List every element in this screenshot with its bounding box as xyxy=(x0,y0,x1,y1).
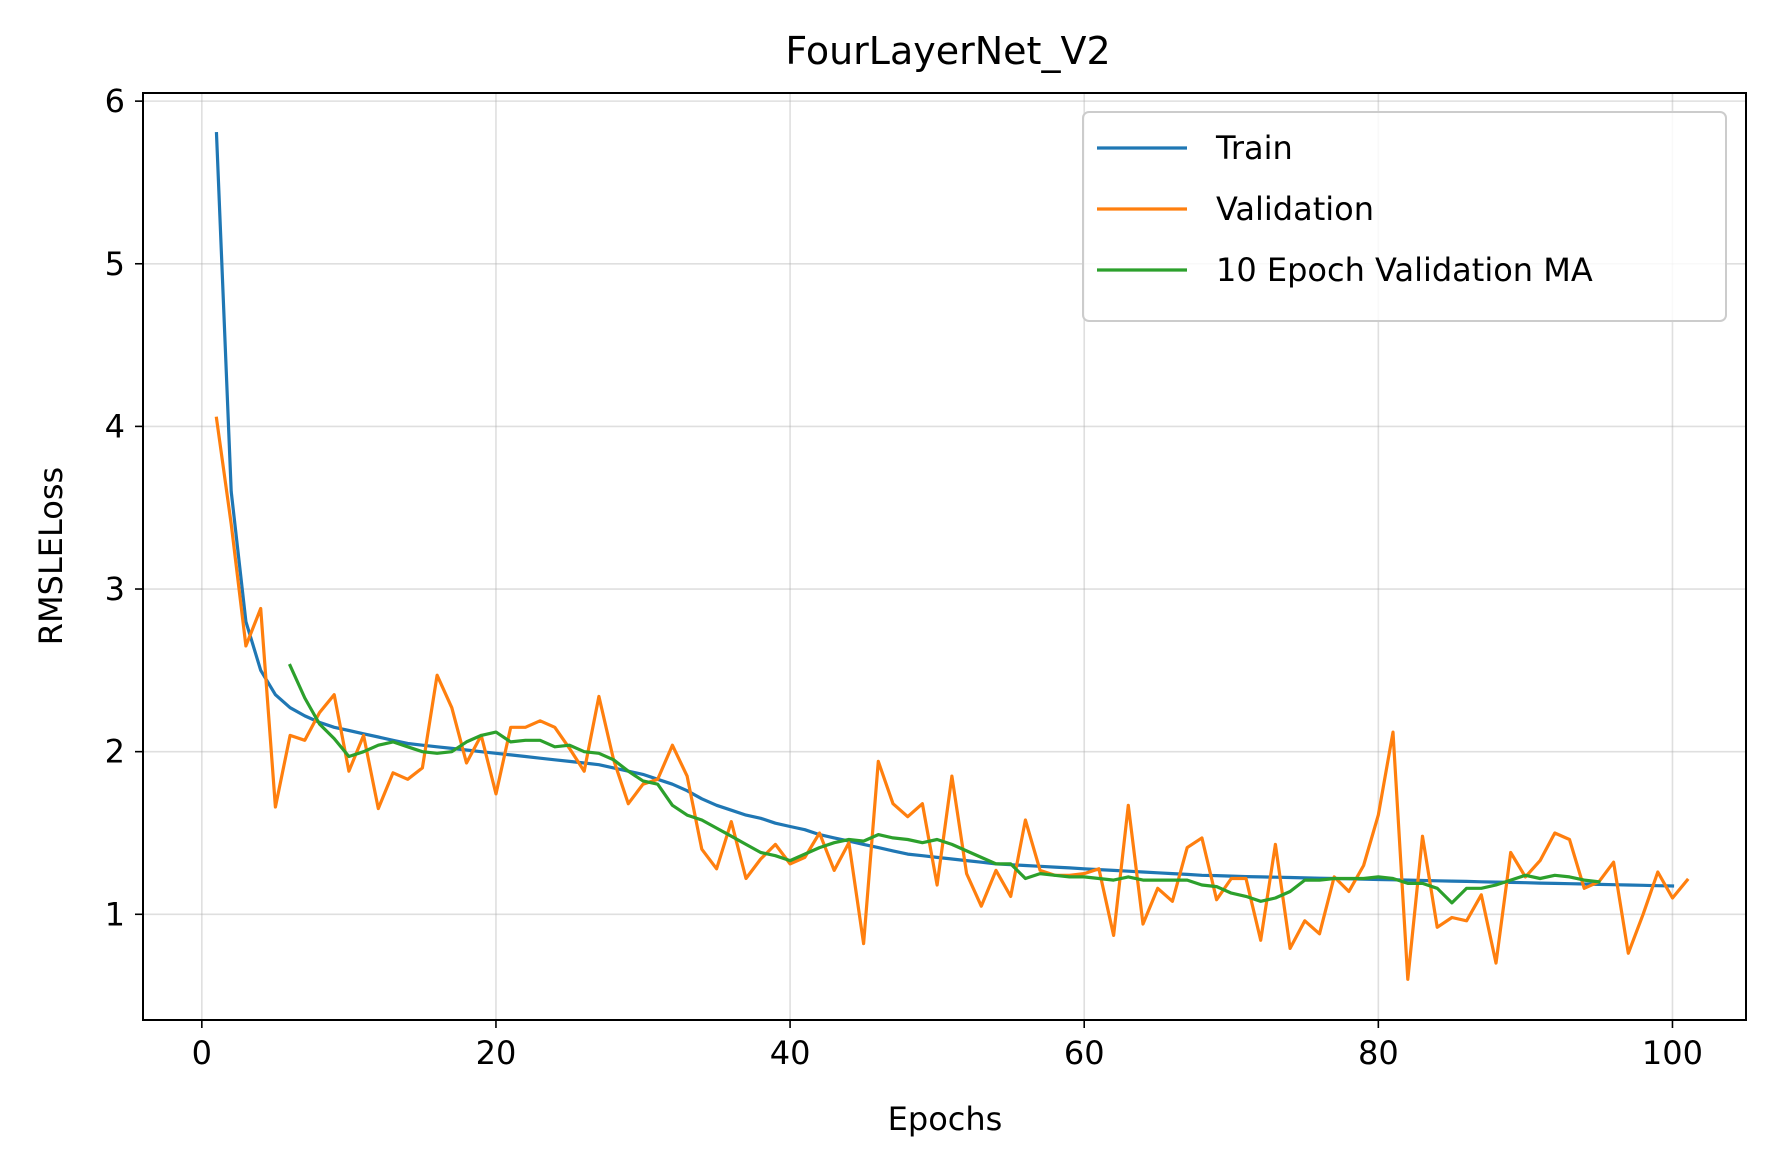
series-line-10-epoch-validation-ma xyxy=(287,663,1601,905)
x-tick-label: 60 xyxy=(1064,1034,1105,1072)
legend-label: Train xyxy=(1215,129,1293,167)
x-tick-label: 80 xyxy=(1358,1034,1399,1072)
y-tick-label: 4 xyxy=(105,407,125,445)
y-tick-label: 6 xyxy=(105,82,125,120)
y-tick-label: 2 xyxy=(105,733,125,771)
x-tick-label: 40 xyxy=(770,1034,811,1072)
axes-frame xyxy=(142,92,1747,1021)
chart-title: FourLayerNet_V2 xyxy=(785,29,1110,73)
legend-label: 10 Epoch Validation MA xyxy=(1216,251,1593,289)
y-tick-label: 1 xyxy=(105,895,125,933)
legend: Train Validation 10 Epoch Validation MA xyxy=(1082,111,1727,322)
x-axis-label: Epochs xyxy=(888,1100,1003,1138)
plot-area xyxy=(214,132,1690,981)
legend-box xyxy=(1082,111,1727,322)
y-tick-label: 3 xyxy=(105,570,125,608)
legend-label: Validation xyxy=(1216,190,1374,228)
series-line-validation xyxy=(214,416,1690,981)
x-tick-label: 20 xyxy=(476,1034,517,1072)
x-tick-label: 100 xyxy=(1642,1034,1703,1072)
axis-ticks: 0 20 40 60 80 100 1 2 3 4 5 6 xyxy=(105,82,1703,1072)
y-axis-label: RMSLELoss xyxy=(32,467,70,645)
x-tick-label: 0 xyxy=(192,1034,212,1072)
y-tick-label: 5 xyxy=(105,245,125,283)
